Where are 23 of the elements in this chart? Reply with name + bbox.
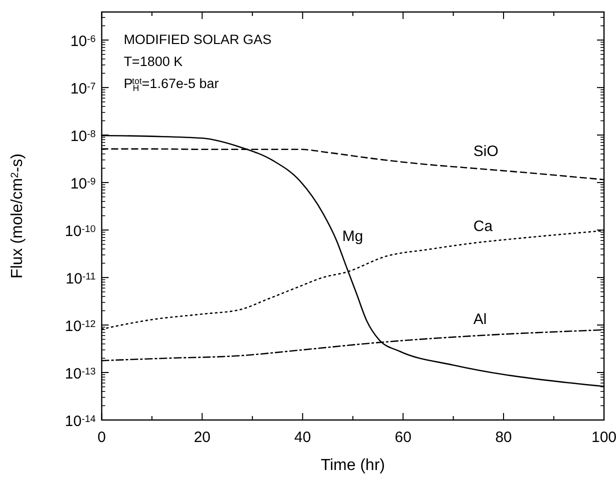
y-tick-label: 10$^{-13}$	[64, 366, 96, 383]
x-axis-title: Time (hr)	[320, 457, 385, 474]
y-tick-label: 10$^{-14}$	[64, 413, 96, 430]
x-tick-label: 60	[394, 429, 412, 446]
x-tick-label: 0	[98, 429, 106, 446]
y-tick-label: 10$^{-11}$	[66, 270, 96, 288]
annotation: P$_{H}$$^{tot}$=1.67e-5 bar	[124, 76, 220, 93]
series-label: Ca	[473, 218, 494, 236]
text: T=1800 K	[124, 54, 183, 69]
y-tick-label: 10$^{-6}$	[70, 33, 96, 50]
x-tick-label: 40	[294, 429, 311, 446]
y-tick-label: 10$^{-12}$	[64, 318, 96, 336]
series-label: SiO	[473, 143, 498, 160]
y-tick-label: 10$^{-10}$	[64, 223, 96, 240]
text: MODIFIED SOLAR GAS	[124, 32, 272, 47]
series-label: Al	[473, 310, 487, 328]
x-tick-label: 20	[194, 429, 211, 446]
x-tick-label: 100	[591, 429, 616, 446]
y-tick-label: 10$^{-7}$	[70, 80, 96, 98]
y-tick-label: 10$^{-9}$	[70, 176, 96, 193]
series-label: Mg	[342, 228, 364, 245]
x-tick-label: 80	[495, 429, 512, 446]
y-tick-label: 10$^{-8}$	[70, 128, 96, 146]
